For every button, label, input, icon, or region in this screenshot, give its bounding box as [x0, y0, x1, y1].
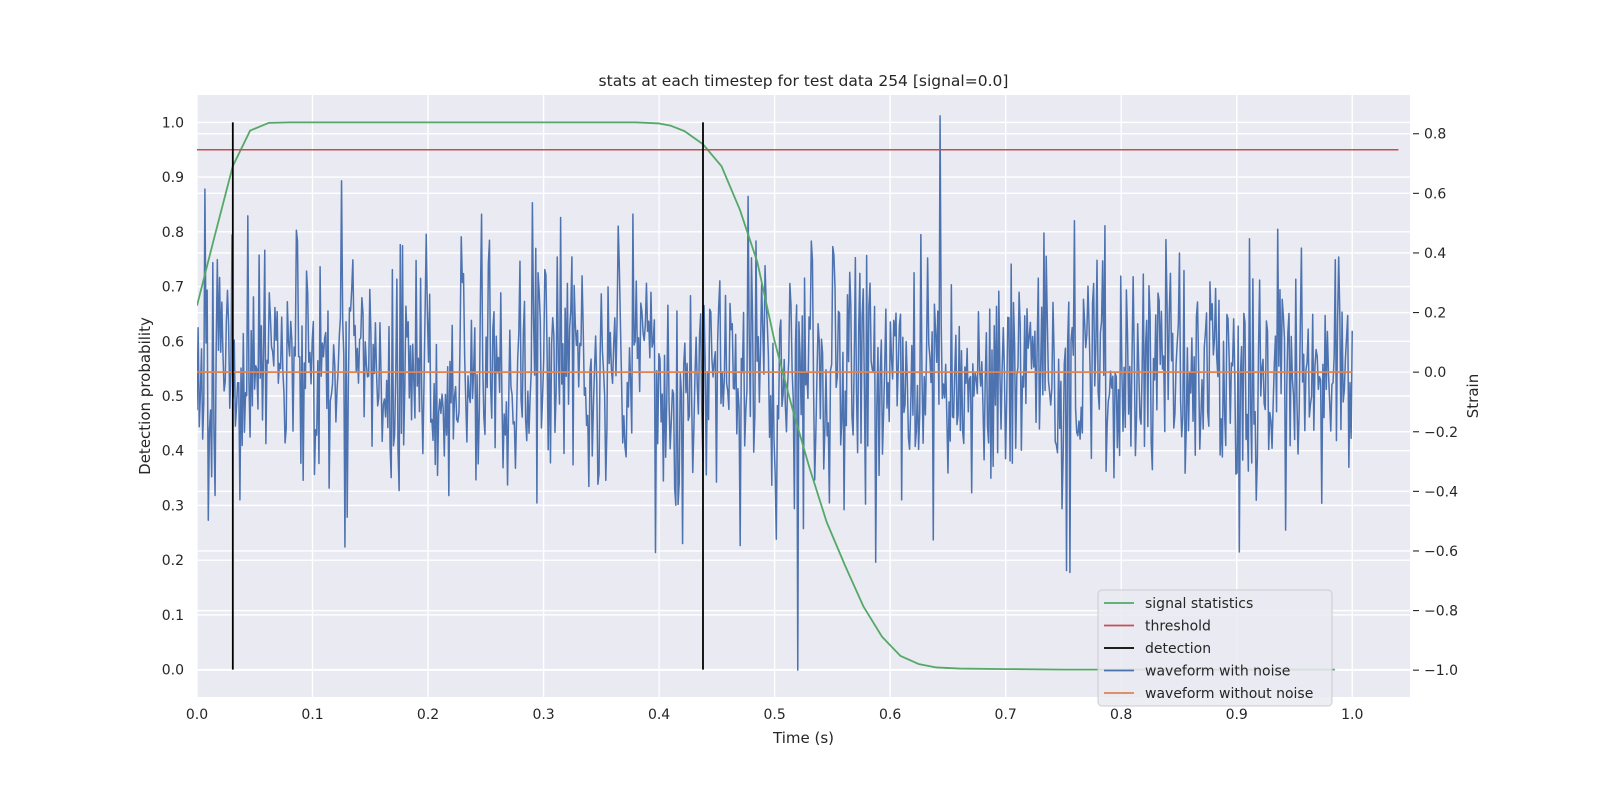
- x-tick-label: 0.5: [763, 707, 785, 723]
- series-signal-statistics: [197, 121, 1335, 671]
- y-axis-right-label: Strain: [1464, 374, 1482, 418]
- x-tick-label: 0.4: [648, 707, 670, 723]
- legend: signal statistics threshold detection wavef…: [1097, 589, 1333, 707]
- y-right-tick-label: 0.8: [1424, 127, 1446, 143]
- x-axis-ticks: 0.0 0.1 0.2 0.3 0.4 0.5 0.6 0.7 0.8 0.9 1.0: [186, 707, 1364, 723]
- y-right-tick-label: 0.4: [1424, 246, 1446, 262]
- y-left-tick-label: 0.9: [162, 170, 184, 186]
- y-left-tick-label: 0.0: [162, 663, 184, 679]
- y-right-tick-label: 0.2: [1424, 306, 1446, 322]
- y-left-tick-label: 0.6: [162, 334, 184, 350]
- legend-entry-label: detection: [1145, 641, 1211, 657]
- y-right-tick-label: 0.6: [1424, 186, 1446, 202]
- x-tick-label: 1.0: [1341, 707, 1363, 723]
- y-right-tick-label: −0.2: [1424, 425, 1458, 441]
- legend-entry-label: threshold: [1145, 619, 1211, 635]
- y-left-tick-label: 0.2: [162, 553, 184, 569]
- legend-entry-label: signal statistics: [1145, 596, 1253, 612]
- x-tick-label: 0.2: [417, 707, 439, 723]
- y-left-tick-label: 0.3: [162, 498, 184, 514]
- chart-title: stats at each timestep for test data 254…: [599, 72, 1009, 90]
- y-left-tick-label: 0.4: [162, 444, 184, 460]
- y-left-tick-label: 0.8: [162, 225, 184, 241]
- x-tick-label: 0.8: [1110, 707, 1132, 723]
- plot-series: [197, 115, 1399, 671]
- x-tick-label: 0.6: [879, 707, 901, 723]
- x-tick-label: 0.3: [532, 707, 554, 723]
- y-left-tick-label: 0.7: [162, 280, 184, 296]
- series-waveform-with-noise: [197, 115, 1353, 671]
- x-tick-label: 0.0: [186, 707, 208, 723]
- y-left-tick-label: 1.0: [162, 115, 184, 131]
- y-axis-left-label: Detection probability: [136, 317, 154, 475]
- legend-entry-label: waveform with noise: [1145, 664, 1290, 680]
- y-right-tick-label: −0.6: [1424, 544, 1458, 560]
- y-axis-left-ticks: 0.0 0.1 0.2 0.3 0.4 0.5 0.6 0.7 0.8 0.9 1.0: [162, 115, 184, 678]
- x-tick-label: 0.1: [301, 707, 323, 723]
- x-axis-label: Time (s): [772, 729, 834, 747]
- y-left-tick-label: 0.5: [162, 389, 184, 405]
- y-left-tick-label: 0.1: [162, 608, 184, 624]
- y-right-tick-label: 0.0: [1424, 365, 1446, 381]
- y-right-tick-label: −0.4: [1424, 484, 1458, 500]
- legend-entry-label: waveform without noise: [1145, 686, 1313, 702]
- y-axis-right-ticks: −1.0 −0.8 −0.6 −0.4 −0.2 0.0 0.2 0.4 0.6 0.8: [1413, 127, 1458, 679]
- legend-box: [1097, 589, 1333, 707]
- y-right-tick-label: −1.0: [1424, 663, 1458, 679]
- y-right-tick-label: −0.8: [1424, 604, 1458, 620]
- x-tick-label: 0.7: [995, 707, 1017, 723]
- x-tick-label: 0.9: [1226, 707, 1248, 723]
